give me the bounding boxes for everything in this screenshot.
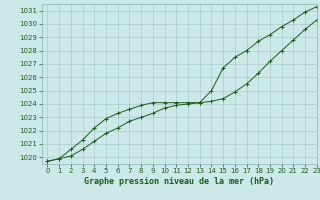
X-axis label: Graphe pression niveau de la mer (hPa): Graphe pression niveau de la mer (hPa) bbox=[84, 177, 274, 186]
